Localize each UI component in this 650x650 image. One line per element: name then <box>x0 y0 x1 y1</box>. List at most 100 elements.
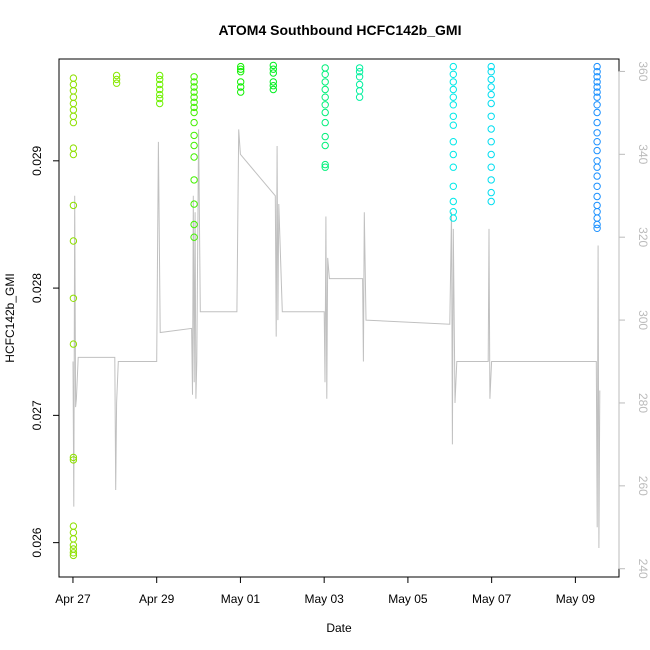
data-point <box>355 93 364 101</box>
altitude-series-layer <box>72 129 601 549</box>
data-point <box>190 141 198 150</box>
data-point <box>321 78 329 86</box>
data-point <box>355 68 364 76</box>
data-point <box>190 220 198 229</box>
data-point <box>593 68 601 76</box>
data-point <box>593 146 601 155</box>
data-point <box>237 88 245 96</box>
x-tick-label: Apr 27 <box>55 592 91 606</box>
data-point <box>156 85 164 94</box>
data-point <box>593 73 601 81</box>
data-point <box>593 163 601 171</box>
data-point <box>593 172 601 180</box>
data-point <box>269 82 277 90</box>
data-point <box>593 108 601 117</box>
data-point <box>321 101 329 109</box>
data-point <box>487 99 495 108</box>
data-point <box>237 83 245 91</box>
data-point <box>190 233 198 241</box>
data-point <box>593 118 601 127</box>
data-point <box>112 75 121 84</box>
data-point <box>593 192 601 201</box>
data-point <box>449 121 457 129</box>
y-axis-left: 0.026 0.027 0.028 0.029 <box>30 145 60 558</box>
data-point <box>269 65 277 73</box>
data-point <box>449 163 457 171</box>
y-axis-right: 240 260 280 300 320 340 360 <box>618 61 650 579</box>
data-point <box>190 118 198 127</box>
y2-tick-label: 320 <box>636 227 650 247</box>
data-point <box>321 85 329 94</box>
data-point <box>69 551 78 560</box>
data-point <box>237 78 245 86</box>
data-point <box>321 163 329 171</box>
y-tick-label: 0.029 <box>30 145 44 175</box>
data-point <box>593 220 601 229</box>
data-point <box>156 90 164 99</box>
data-point <box>269 78 277 86</box>
y2-tick-label: 300 <box>636 310 650 330</box>
data-point <box>69 118 78 127</box>
y-tick-label: 0.026 <box>30 527 44 557</box>
data-point <box>190 103 198 112</box>
data-point <box>321 141 329 150</box>
data-point <box>321 118 329 127</box>
data-point <box>321 93 329 101</box>
data-point <box>593 101 601 109</box>
data-point <box>487 125 495 133</box>
data-point <box>190 108 198 117</box>
data-point <box>487 176 495 184</box>
data-point <box>321 132 329 141</box>
y2-tick-label: 260 <box>636 476 650 496</box>
data-point <box>69 201 78 210</box>
data-point <box>487 112 495 121</box>
data-point <box>69 237 78 245</box>
y2-tick-label: 360 <box>636 61 650 81</box>
data-point <box>355 64 364 72</box>
data-point <box>69 294 78 302</box>
data-points-layer <box>69 61 601 560</box>
data-point <box>449 101 457 109</box>
data-point <box>487 90 495 99</box>
data-point <box>190 153 198 161</box>
data-point <box>190 78 198 86</box>
data-point <box>593 62 601 71</box>
data-point <box>449 78 457 86</box>
y-tick-label: 0.027 <box>30 400 44 430</box>
data-point <box>449 197 457 206</box>
data-point <box>269 61 277 70</box>
data-point <box>593 224 601 233</box>
chart-title: ATOM4 Southbound HCFC142b_GMI <box>219 22 462 38</box>
x-axis: Apr 27 Apr 29 May 01 May 03 May 05 May 07 May … <box>55 576 595 606</box>
data-point <box>593 88 601 96</box>
data-point <box>487 62 495 71</box>
data-point <box>269 69 277 77</box>
data-point <box>112 71 121 80</box>
data-point <box>487 188 495 197</box>
data-point <box>69 456 78 464</box>
data-point <box>190 200 198 208</box>
y2-tick-label: 340 <box>636 144 650 164</box>
x-tick-label: May 07 <box>472 592 512 606</box>
data-point <box>237 62 245 71</box>
data-point <box>593 182 601 191</box>
y-tick-label: 0.028 <box>30 273 44 303</box>
data-point <box>156 75 164 84</box>
data-point <box>593 138 601 146</box>
data-point <box>190 83 198 91</box>
y2-tick-label: 280 <box>636 393 650 413</box>
data-point <box>69 541 78 549</box>
data-point <box>190 98 198 107</box>
data-point <box>156 99 164 108</box>
data-point <box>487 68 495 76</box>
data-point <box>449 62 457 71</box>
data-point <box>487 138 495 146</box>
data-point <box>593 78 601 86</box>
data-point <box>449 150 457 159</box>
data-point <box>487 197 495 206</box>
data-point <box>487 150 495 159</box>
data-point <box>112 79 121 87</box>
altitude-series-line <box>72 129 601 549</box>
x-tick-label: Apr 29 <box>139 592 175 606</box>
